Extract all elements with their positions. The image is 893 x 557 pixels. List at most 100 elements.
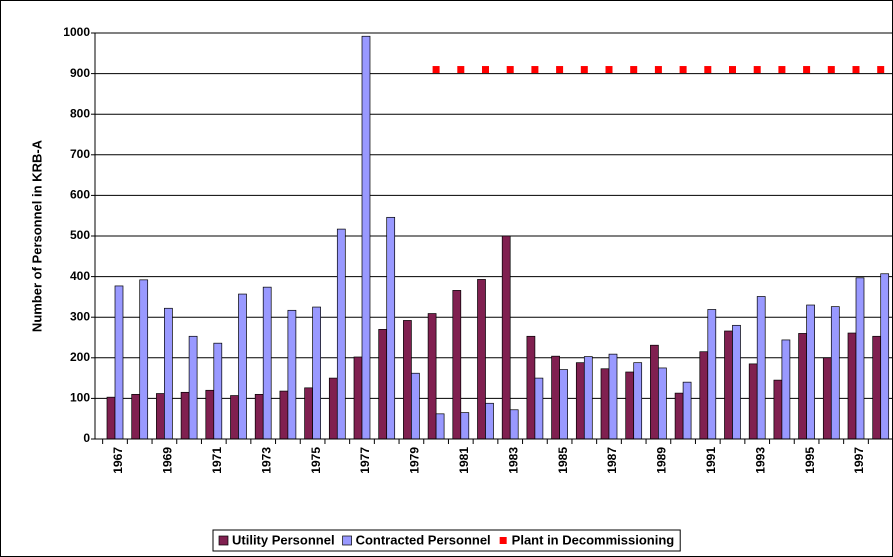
bar [411, 372, 420, 440]
x-tick-label: 1997 [852, 447, 866, 474]
x-tick-label: 1993 [753, 447, 767, 474]
bar [526, 335, 536, 440]
bar [551, 355, 560, 440]
bar [378, 329, 388, 440]
bar [279, 390, 289, 440]
marker [877, 66, 885, 74]
bar [427, 313, 437, 440]
marker [852, 66, 860, 74]
bar [501, 235, 511, 440]
y-tick-label: 700 [70, 147, 90, 161]
x-tick-label: 1991 [704, 447, 718, 474]
y-tick-label: 600 [70, 188, 90, 202]
x-tick-label: 1989 [655, 447, 669, 474]
bar [830, 306, 840, 440]
bar [509, 409, 519, 440]
bar [583, 356, 593, 440]
y-tick-label: 300 [70, 309, 90, 323]
y-tick-label: 500 [70, 228, 90, 242]
bar [781, 339, 791, 440]
marker [654, 66, 662, 74]
marker [482, 66, 489, 74]
bar [682, 381, 692, 440]
bar [164, 307, 173, 440]
x-tick-label: 1967 [111, 447, 125, 474]
y-tick-label: 100 [70, 391, 90, 405]
bar [847, 332, 857, 440]
bar [180, 391, 190, 440]
bar [658, 367, 667, 440]
bar [156, 393, 165, 440]
x-tick-label: 1975 [309, 447, 323, 474]
bar [230, 395, 239, 440]
bar [699, 351, 709, 440]
bar [205, 389, 215, 440]
bar [254, 393, 264, 440]
bar [559, 369, 568, 440]
bar [452, 290, 462, 440]
marker [827, 66, 835, 74]
x-tick-label: 1969 [161, 447, 175, 474]
bar [773, 379, 783, 440]
marker [605, 66, 613, 74]
x-tick-label: 1985 [556, 447, 570, 474]
bar [328, 377, 338, 440]
bar [608, 353, 618, 440]
x-tick-label: 1983 [506, 447, 520, 474]
x-tick-label: 1971 [210, 447, 224, 474]
bar [756, 296, 766, 440]
bar [600, 368, 610, 440]
bar [748, 363, 758, 440]
bar [287, 309, 297, 440]
legend-swatch [499, 537, 507, 544]
x-tick-label: 1973 [259, 447, 273, 474]
bar [106, 396, 116, 440]
bar [139, 279, 149, 440]
marker [556, 66, 564, 74]
marker [506, 66, 514, 74]
bar [650, 344, 659, 440]
x-tick-label: 1981 [457, 447, 471, 474]
bar [353, 356, 363, 440]
bar [534, 377, 544, 440]
x-tick-label: 1987 [605, 447, 619, 474]
bar [625, 371, 635, 440]
y-tick-label: 0 [83, 431, 90, 445]
marker [803, 66, 811, 74]
bar [798, 333, 807, 440]
bar [403, 320, 412, 440]
y-tick-label: 800 [70, 106, 90, 120]
bar [262, 286, 272, 440]
bar [674, 392, 684, 440]
bar [460, 412, 470, 440]
bar [477, 279, 486, 440]
bar [336, 228, 346, 440]
bar [131, 393, 141, 440]
y-axis-label: Number of Personnel in KRB-A [29, 139, 44, 332]
marker [531, 66, 539, 74]
bar [872, 335, 882, 440]
bar [633, 362, 643, 440]
bar [822, 357, 832, 440]
x-tick-label: 1995 [803, 447, 817, 474]
bar [880, 273, 890, 440]
marker [630, 66, 638, 74]
bar [855, 277, 865, 440]
marker [753, 66, 761, 74]
bar [213, 342, 223, 440]
legend-label: Utility Personnel [232, 532, 335, 547]
legend-label: Contracted Personnel [356, 532, 491, 547]
x-tick-label: 1979 [408, 447, 422, 474]
legend-box [212, 529, 681, 552]
bar [114, 285, 124, 440]
marker [704, 66, 712, 74]
bar [386, 216, 396, 440]
bar [304, 387, 313, 440]
x-tick-label: 1977 [358, 447, 372, 474]
bar [238, 293, 247, 440]
bar [485, 402, 494, 440]
marker [432, 66, 440, 74]
